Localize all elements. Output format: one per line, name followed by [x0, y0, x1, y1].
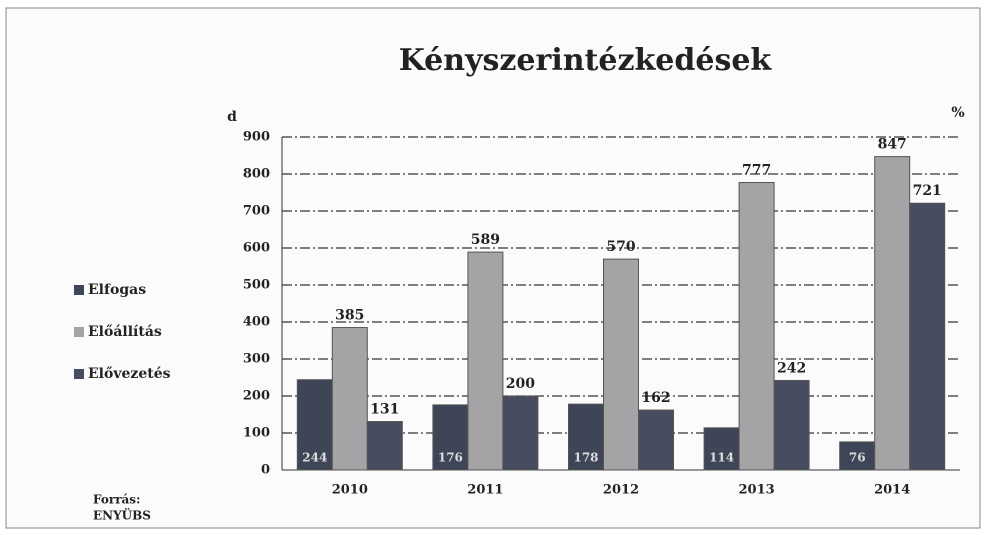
value-label: 178 [573, 451, 598, 465]
x-tick-label: 2012 [603, 483, 639, 498]
source: Forrás: [93, 493, 140, 507]
bar [468, 252, 503, 470]
value-label: 242 [777, 360, 806, 376]
value-label: 721 [913, 183, 942, 199]
value-label: 162 [641, 390, 670, 406]
bar [910, 203, 945, 470]
y-tick-label: 500 [243, 278, 270, 293]
legend-label: Előállítás [88, 324, 162, 340]
bar [774, 380, 809, 470]
value-label: 131 [370, 402, 399, 418]
y-tick-label: 200 [243, 389, 270, 404]
value-label: 76 [849, 451, 866, 465]
y-tick-label: 100 [243, 426, 270, 441]
value-label: 589 [471, 232, 500, 248]
x-tick-label: 2014 [874, 483, 910, 498]
y-tick-label: 300 [243, 352, 270, 367]
chart-title: Kényszerintézkedések [399, 43, 773, 78]
x-tick-label: 2013 [739, 483, 775, 498]
y-tick-label: 800 [243, 167, 270, 182]
value-label: 244 [302, 451, 327, 465]
y-tick-label: 700 [243, 204, 270, 219]
y-axis-label: d [227, 109, 237, 125]
bar [875, 157, 910, 470]
x-tick-label: 2010 [332, 483, 368, 498]
value-label: 176 [438, 451, 463, 465]
bar [639, 410, 674, 470]
legend-label: Elővezetés [88, 366, 171, 382]
y-tick-label: 400 [243, 315, 270, 330]
bar [503, 396, 538, 470]
legend-label: Elfogas [88, 282, 146, 298]
legend-swatch [74, 327, 84, 337]
x-tick-label: 2011 [467, 483, 503, 498]
legend-swatch [74, 285, 84, 295]
y-tick-label: 0 [261, 463, 270, 478]
chart: Kényszerintézkedések d % Forrás: ENYÜBS … [0, 0, 986, 535]
value-label: 200 [506, 376, 535, 392]
y-tick-label: 900 [243, 130, 270, 145]
legend-swatch [74, 369, 84, 379]
value-label: 777 [742, 163, 771, 179]
value-label: 570 [606, 239, 635, 255]
bar [367, 422, 402, 470]
bar [332, 328, 367, 470]
bar [739, 183, 774, 470]
y-tick-label: 600 [243, 241, 270, 256]
value-label: 114 [709, 451, 734, 465]
value-label: 847 [878, 137, 907, 153]
source: ENYÜBS [93, 507, 151, 523]
value-label: 385 [335, 308, 364, 324]
bar [604, 259, 639, 470]
y2-axis-label: % [951, 105, 964, 121]
